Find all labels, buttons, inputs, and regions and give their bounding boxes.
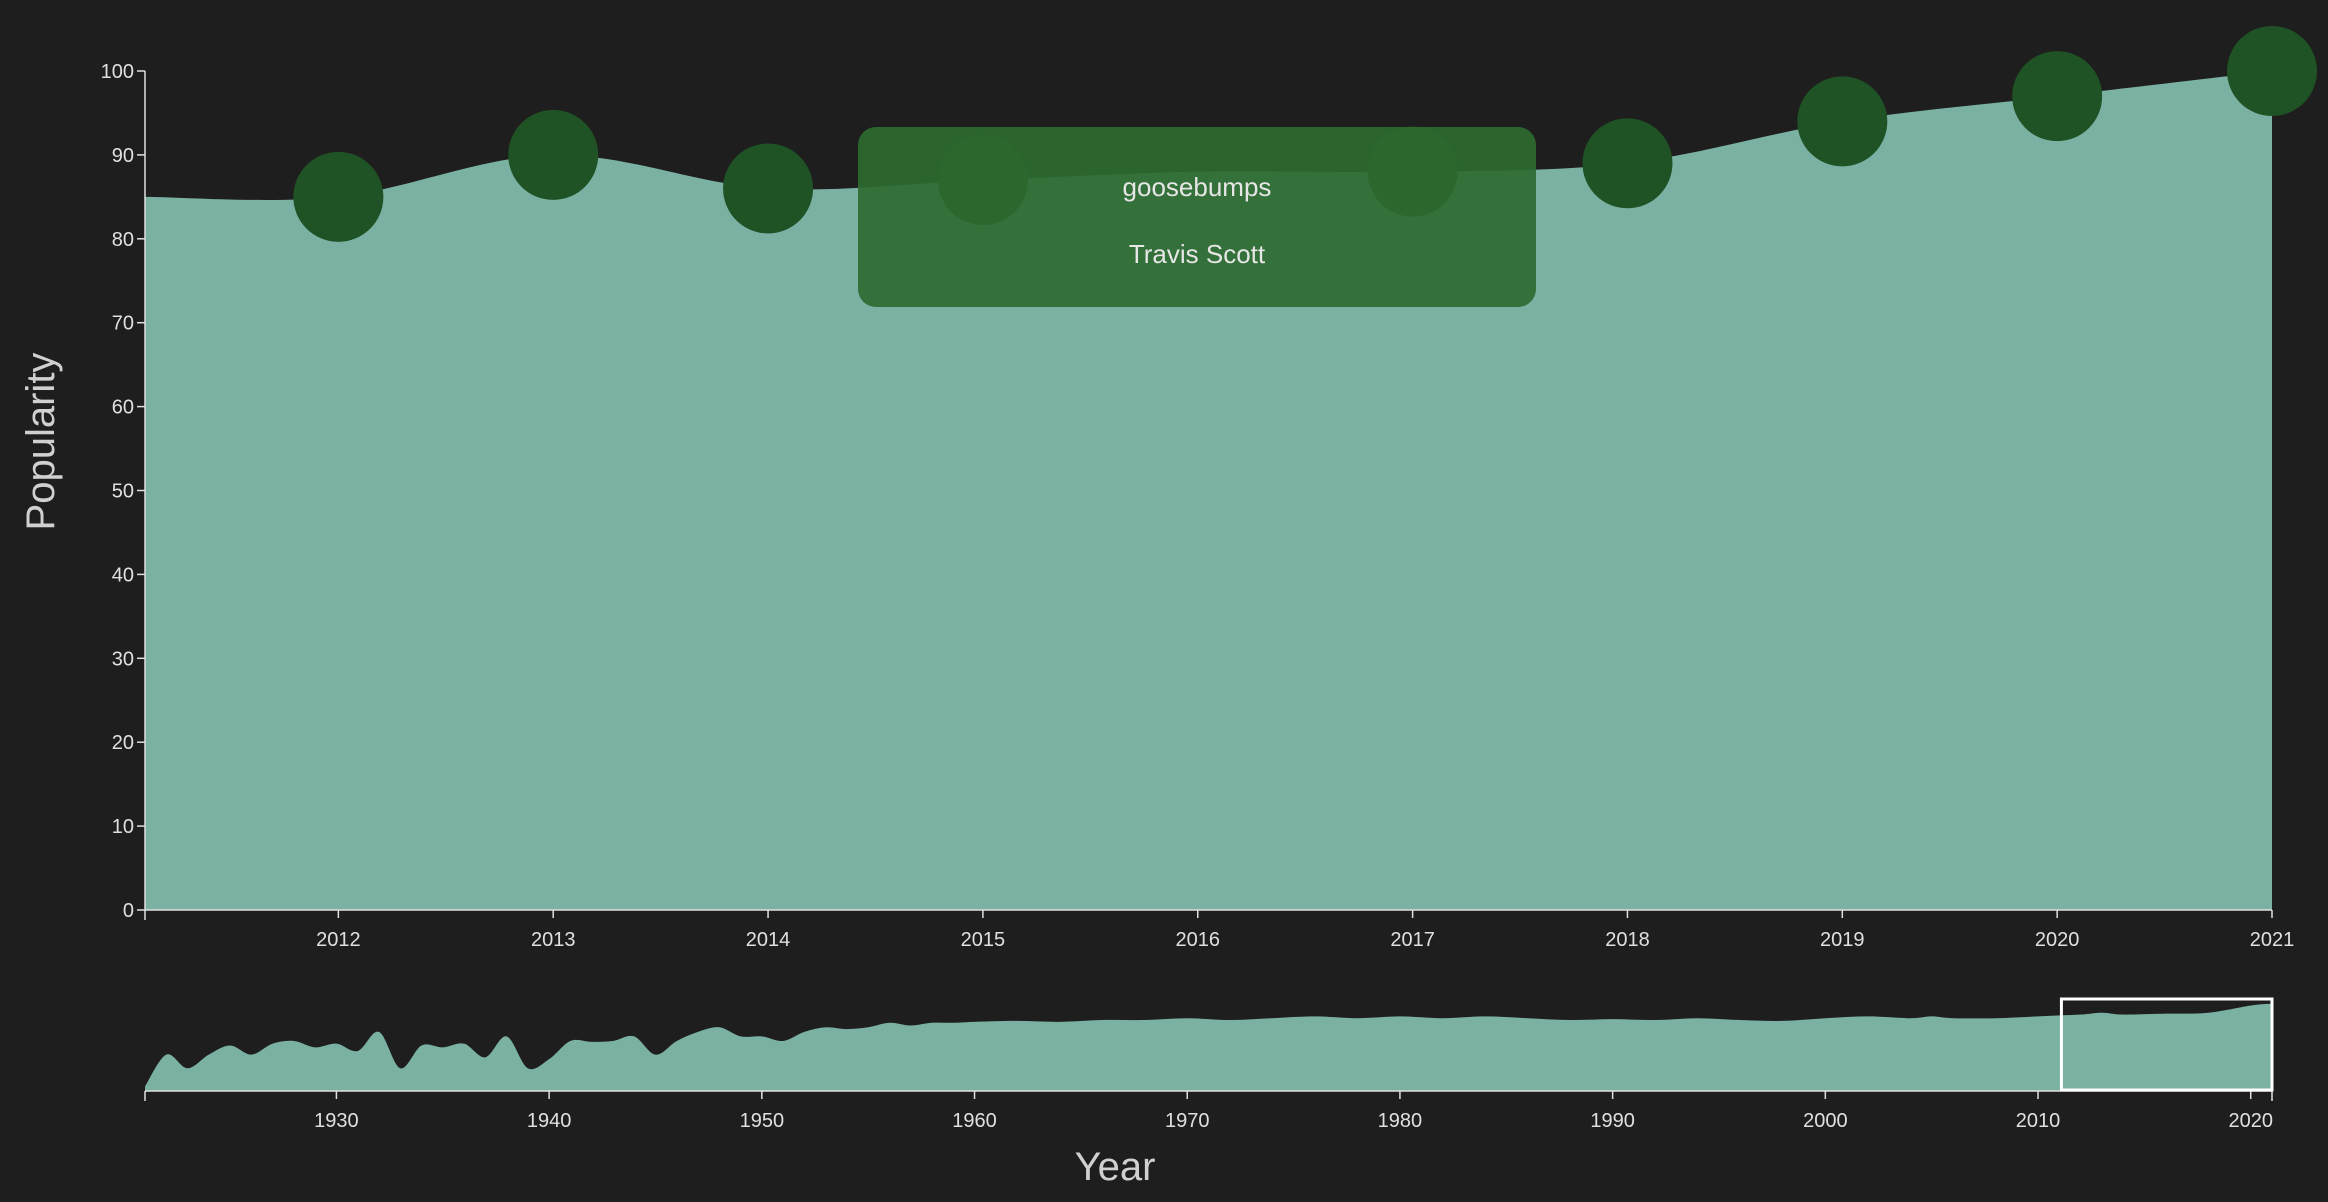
main-x-tick-label: 2014 (746, 929, 791, 951)
tooltip-box (858, 127, 1536, 307)
main-x-tick-label: 2016 (1176, 929, 1221, 951)
main-x-tick-label: 2019 (1820, 929, 1865, 951)
data-point[interactable] (1797, 76, 1888, 167)
data-point[interactable] (723, 143, 814, 234)
main-y-tick-label: 80 (112, 229, 134, 251)
main-y-tick-label: 60 (112, 397, 134, 419)
context-x-tick-label: 1960 (952, 1110, 997, 1132)
main-x-tick-label: 2018 (1605, 929, 1650, 951)
main-x-tick-label: 2021 (2250, 929, 2295, 951)
data-point[interactable] (2227, 26, 2317, 116)
context-x-tick-label: 1930 (314, 1110, 359, 1132)
main-x-ticks: 2012 2013 2014 2015 2016 2017 2018 2019 2020 2021 (144, 910, 2295, 951)
tooltip-artist: Travis Scott (1129, 239, 1266, 269)
main-y-tick-label: 40 (112, 564, 134, 586)
context-x-tick-label: 1950 (740, 1110, 785, 1132)
context-x-ticks: 1930 1940 1950 1960 1970 1980 1990 2000 2010 2020 (144, 1091, 2273, 1132)
context-plot[interactable]: 1930 1940 1950 1960 1970 1980 1990 2000 2010 2020… (144, 997, 2274, 1189)
brush-selection[interactable] (2059, 997, 2274, 1092)
main-plot: 2012 2013 2014 2015 2016 2017 2018 2019 2020 2021… (19, 26, 2317, 951)
main-y-tick-label: 0 (123, 900, 134, 922)
y-axis-title: Popularity (19, 353, 63, 531)
context-x-tick-label: 2020 (2228, 1110, 2273, 1132)
main-x-tick-label: 2015 (961, 929, 1006, 951)
data-point[interactable] (293, 151, 384, 242)
tooltip-song: goosebumps (1123, 172, 1272, 202)
main-y-tick-label: 30 (112, 648, 134, 670)
main-area (145, 71, 2272, 910)
data-point[interactable] (1582, 118, 1673, 209)
data-point[interactable] (2012, 51, 2103, 142)
main-y-tick-label: 50 (112, 481, 134, 503)
main-y-tick-label: 10 (112, 816, 134, 838)
context-area (145, 1003, 2272, 1091)
main-x-tick-label: 2012 (316, 929, 361, 951)
main-x-tick-label: 2017 (1390, 929, 1435, 951)
data-point[interactable] (508, 109, 599, 200)
context-x-tick-label: 2000 (1803, 1110, 1848, 1132)
x-axis-title: Year (1075, 1145, 1156, 1189)
main-y-tick-label: 90 (112, 145, 134, 167)
main-x-tick-label: 2020 (2035, 929, 2080, 951)
context-x-tick-label: 2010 (2016, 1110, 2061, 1132)
main-y-tick-label: 100 (101, 61, 134, 83)
context-x-tick-label: 1990 (1590, 1110, 1635, 1132)
main-y-ticks: 0 10 20 30 40 50 60 70 80 90 100 (101, 61, 145, 922)
main-x-tick-label: 2013 (531, 929, 576, 951)
tooltip: goosebumps Travis Scott (858, 127, 1536, 307)
context-x-tick-label: 1980 (1378, 1110, 1423, 1132)
context-x-tick-label: 1940 (527, 1110, 572, 1132)
main-y-tick-label: 70 (112, 313, 134, 335)
main-y-tick-label: 20 (112, 732, 134, 754)
context-x-tick-label: 1970 (1165, 1110, 1210, 1132)
